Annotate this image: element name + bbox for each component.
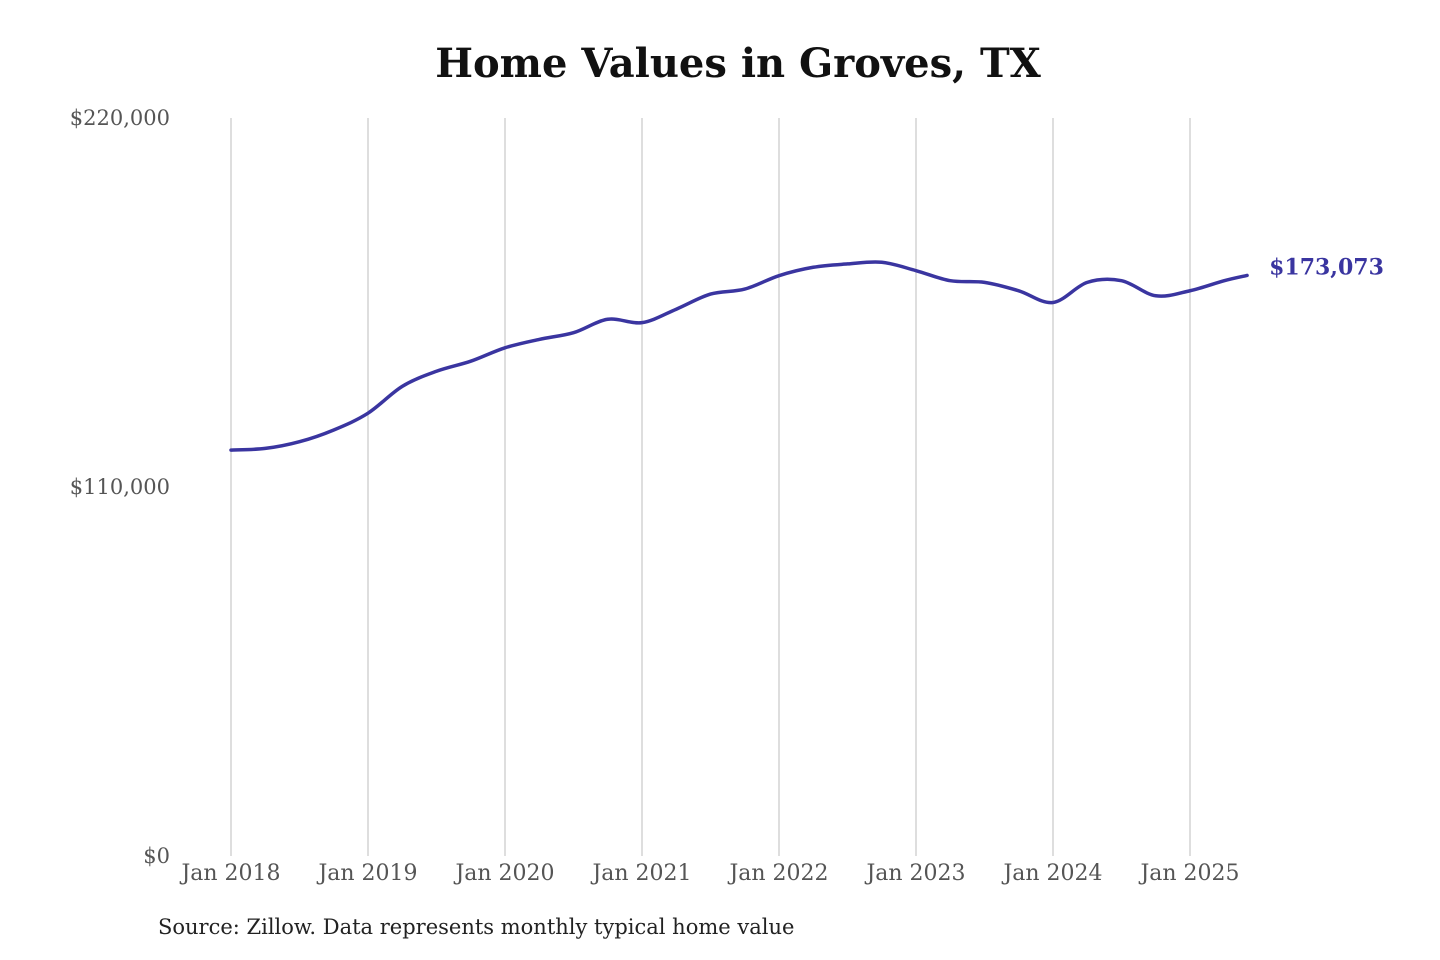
source-note: Source: Zillow. Data represents monthly … (158, 915, 795, 939)
grid-layer (230, 118, 1191, 856)
x-tick-label: Jan 2024 (1001, 861, 1102, 886)
x-tick-label: Jan 2018 (179, 861, 280, 886)
series-line (229, 260, 1249, 452)
x-tick-label: Jan 2020 (453, 861, 554, 886)
annotation-layer: $173,073 (1269, 254, 1384, 280)
x-tick-label: Jan 2022 (727, 861, 828, 886)
x-axis: Jan 2018 Jan 2019 Jan 2020 Jan 2021 Jan 2022… (179, 861, 1239, 886)
series-layer (229, 260, 1249, 452)
y-tick-label: $220,000 (70, 106, 170, 130)
y-tick-label: $0 (143, 844, 170, 868)
y-axis: $0 $110,000 $220,000 (70, 106, 170, 868)
x-tick-label: Jan 2023 (864, 861, 965, 886)
x-tick-label: Jan 2021 (590, 861, 691, 886)
chart-title: Home Values in Groves, TX (435, 40, 1041, 87)
x-tick-label: Jan 2019 (316, 861, 417, 886)
end-value-label: $173,073 (1269, 254, 1384, 280)
x-tick-label: Jan 2025 (1138, 861, 1239, 886)
y-tick-label: $110,000 (70, 475, 170, 499)
